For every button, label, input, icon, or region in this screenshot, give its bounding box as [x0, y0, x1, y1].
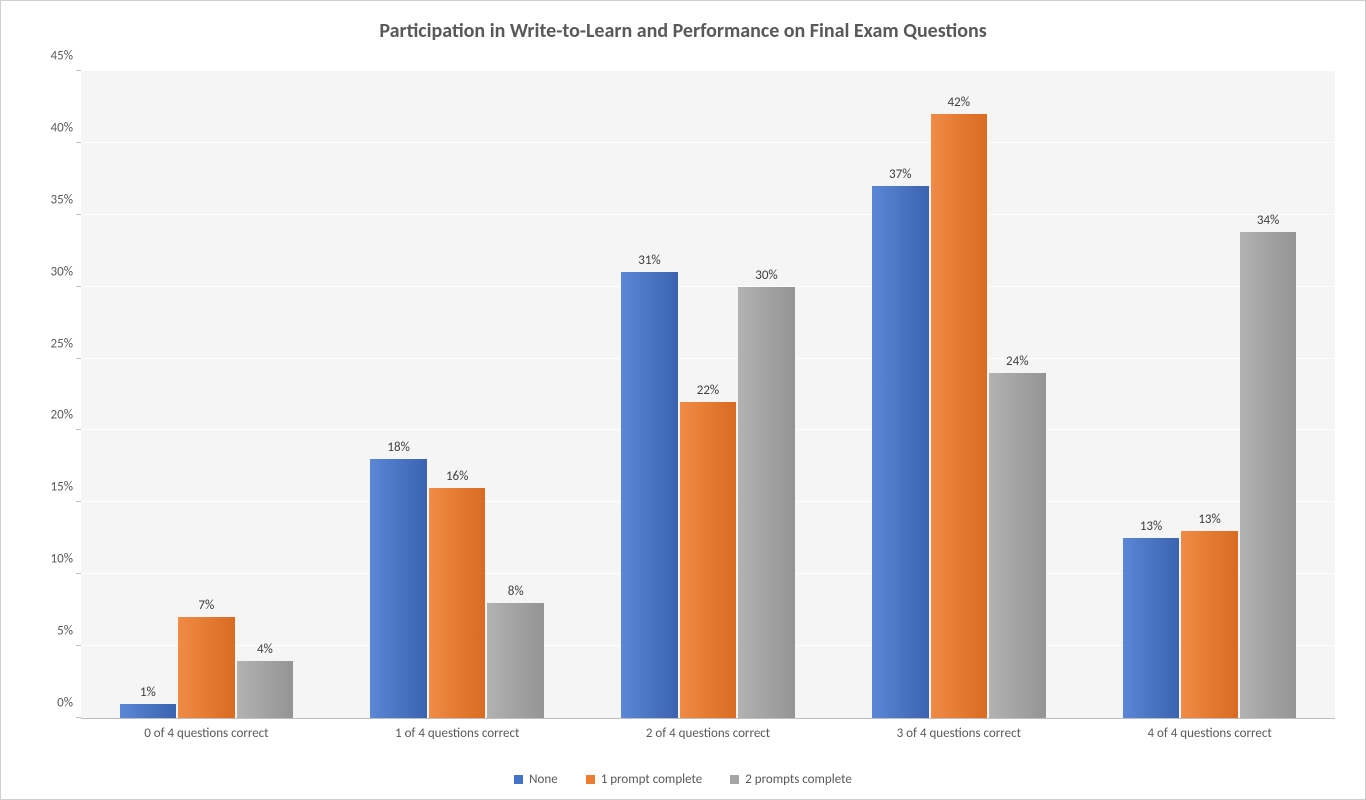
y-tick-label: 40% [51, 120, 81, 135]
y-tick-label: 0% [57, 696, 81, 711]
bar: 34% [1240, 232, 1297, 718]
bar-data-label: 16% [446, 469, 468, 488]
legend-item: 1 prompt complete [586, 772, 703, 787]
x-tick-label: 2 of 4 questions correct [646, 718, 770, 741]
x-tick-label: 0 of 4 questions correct [144, 718, 268, 741]
y-tick-label: 45% [51, 49, 81, 64]
y-tickmark [76, 573, 81, 574]
bar-data-label: 22% [697, 383, 719, 402]
bar-data-label: 18% [387, 440, 409, 459]
legend-swatch [514, 775, 523, 784]
chart-title: Participation in Write-to-Learn and Perf… [1, 1, 1365, 43]
x-tick-label: 4 of 4 questions correct [1147, 718, 1271, 741]
y-tickmark [76, 70, 81, 71]
bar: 4% [237, 661, 294, 719]
y-tickmark [76, 286, 81, 287]
y-tick-label: 5% [57, 624, 81, 639]
gridline [81, 286, 1335, 287]
bar-data-label: 37% [889, 167, 911, 186]
legend-swatch [586, 775, 595, 784]
x-tick-label: 3 of 4 questions correct [897, 718, 1021, 741]
bar: 31% [621, 272, 678, 718]
bar: 8% [487, 603, 544, 718]
y-tickmark [76, 142, 81, 143]
gridline [81, 70, 1335, 71]
bar: 22% [680, 402, 737, 718]
gridline [81, 214, 1335, 215]
bar: 18% [370, 459, 427, 718]
y-tick-label: 10% [51, 552, 81, 567]
gridline [81, 142, 1335, 143]
bar: 30% [738, 287, 795, 718]
bar-data-label: 31% [638, 253, 660, 272]
plot-area: 0%5%10%15%20%25%30%35%40%45%1%7%4%0 of 4… [81, 71, 1335, 719]
bar: 16% [429, 488, 486, 718]
bar-data-label: 34% [1257, 213, 1279, 232]
y-tick-label: 15% [51, 480, 81, 495]
y-tickmark [76, 429, 81, 430]
y-tick-label: 35% [51, 192, 81, 207]
gridline [81, 358, 1335, 359]
chart-container: Participation in Write-to-Learn and Perf… [0, 0, 1366, 800]
y-tick-label: 20% [51, 408, 81, 423]
bar-data-label: 24% [1006, 354, 1028, 373]
legend-label: None [529, 772, 558, 787]
x-tick-label: 1 of 4 questions correct [395, 718, 519, 741]
bar: 24% [989, 373, 1046, 718]
y-tickmark [76, 214, 81, 215]
bar-data-label: 8% [508, 584, 524, 603]
y-tick-label: 30% [51, 264, 81, 279]
legend-swatch [730, 775, 739, 784]
y-tickmark [76, 717, 81, 718]
y-tickmark [76, 501, 81, 502]
bar-data-label: 4% [257, 642, 273, 661]
bar: 13% [1123, 538, 1180, 718]
y-tick-label: 25% [51, 336, 81, 351]
y-tickmark [76, 645, 81, 646]
bar: 42% [931, 114, 988, 718]
legend: None 1 prompt complete 2 prompts complete [1, 772, 1365, 787]
bar: 1% [120, 704, 177, 718]
bar: 13% [1181, 531, 1238, 718]
bar-data-label: 13% [1198, 512, 1220, 531]
legend-item: 2 prompts complete [730, 772, 852, 787]
legend-label: 1 prompt complete [601, 772, 703, 787]
legend-label: 2 prompts complete [745, 772, 852, 787]
bar-data-label: 30% [755, 268, 777, 287]
bar: 37% [872, 186, 929, 718]
bar-data-label: 1% [140, 685, 156, 704]
bar-data-label: 7% [198, 598, 214, 617]
legend-item: None [514, 772, 558, 787]
bar-data-label: 13% [1140, 519, 1162, 538]
y-tickmark [76, 358, 81, 359]
bar-data-label: 42% [948, 95, 970, 114]
bar: 7% [178, 617, 235, 718]
